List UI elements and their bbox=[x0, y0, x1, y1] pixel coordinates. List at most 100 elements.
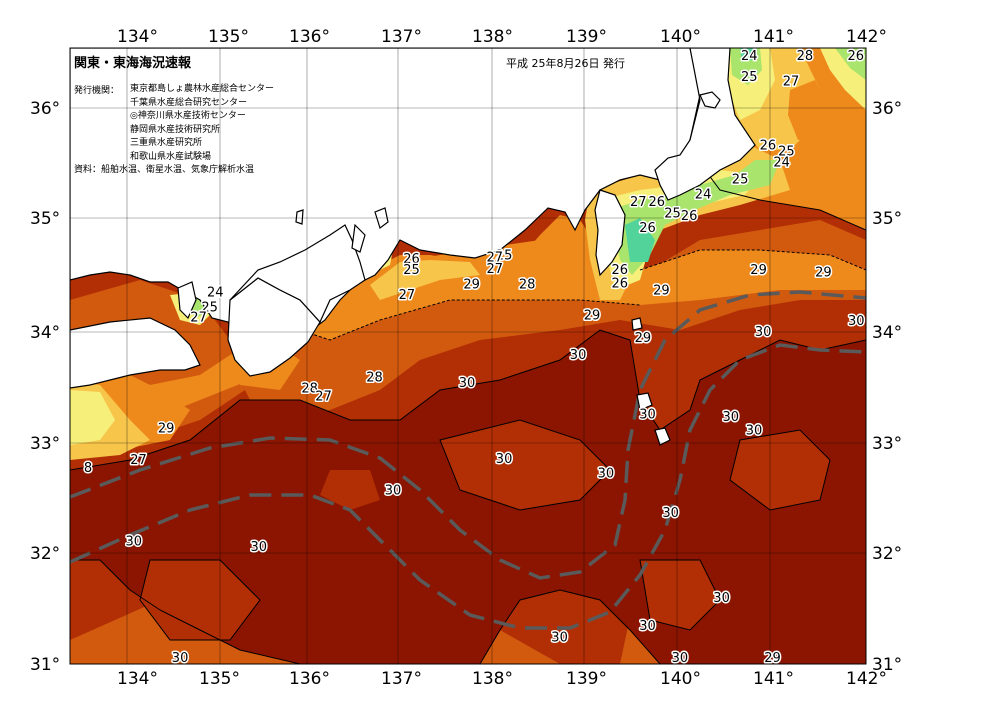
lon-tick: 139° bbox=[566, 27, 607, 47]
isotherm-label: 27 bbox=[130, 453, 147, 468]
isotherm-label: 28 bbox=[797, 49, 814, 64]
isotherm-label: 24 bbox=[741, 49, 758, 64]
kuroshio-axis bbox=[70, 290, 866, 630]
land-shikoku bbox=[70, 317, 201, 389]
lat-ticks-left: 36° 35° 34° 33° 32° 31° bbox=[30, 99, 60, 675]
isotherm-label: 27 bbox=[783, 74, 800, 89]
sea-zone-29 bbox=[320, 470, 380, 510]
isotherm-label: 26 bbox=[612, 277, 629, 292]
sea-zone-24 bbox=[730, 48, 762, 85]
sea-zone-24 bbox=[835, 48, 866, 80]
sea-zone-29 bbox=[140, 560, 260, 640]
lon-tick: 140° bbox=[660, 27, 701, 47]
lat-tick: 35° bbox=[30, 209, 60, 229]
isotherm-label: 28 bbox=[519, 278, 536, 293]
land-kasumigaura bbox=[699, 91, 721, 109]
lat-tick: 36° bbox=[30, 99, 60, 119]
isotherm-line bbox=[439, 419, 611, 511]
isotherm-line bbox=[479, 589, 661, 664]
lon-tick: 136° bbox=[289, 27, 330, 47]
lat-tick: 31° bbox=[30, 655, 60, 675]
isotherm-label: 29 bbox=[635, 331, 652, 346]
isotherm-label: 29 bbox=[584, 308, 601, 323]
isotherm-label: 30 bbox=[496, 452, 513, 467]
isotherm-label: 30 bbox=[672, 651, 689, 666]
isotherm-label: 30 bbox=[713, 591, 730, 606]
isotherm-label: 30 bbox=[551, 630, 568, 645]
isotherm-label: 25 bbox=[201, 300, 218, 315]
lat-tick: 34° bbox=[872, 323, 902, 343]
isotherm-line bbox=[70, 559, 301, 664]
isotherm-label: 24 bbox=[695, 187, 712, 202]
land-boso-peninsula bbox=[654, 48, 756, 201]
graticule bbox=[70, 48, 866, 664]
lon-tick: 134° bbox=[117, 27, 158, 47]
lon-tick: 137° bbox=[381, 669, 422, 689]
lon-tick: 141° bbox=[753, 669, 794, 689]
isotherm-label: 27 bbox=[487, 251, 504, 266]
lon-tick: 136° bbox=[289, 669, 330, 689]
land-small-island bbox=[295, 209, 304, 225]
lon-tick: 142° bbox=[846, 27, 887, 47]
isotherm-label: 24 bbox=[773, 156, 790, 171]
isotherm-label: 29 bbox=[158, 421, 175, 436]
isotherm-label: 27 bbox=[190, 311, 207, 326]
isotherm-label: 25 bbox=[732, 173, 749, 188]
isotherm-label: 26 bbox=[612, 263, 629, 278]
isotherm-label: 30 bbox=[662, 506, 679, 521]
isotherm-label: 24 bbox=[207, 286, 224, 301]
sea-zone-29 bbox=[640, 560, 720, 630]
sea-zone-23 bbox=[740, 48, 755, 62]
isotherm-label: 26 bbox=[639, 221, 656, 236]
lat-tick: 34° bbox=[30, 323, 60, 343]
isotherm-label: 26 bbox=[403, 252, 420, 267]
isotherm-label: 25 bbox=[778, 144, 795, 159]
lon-ticks-bottom: 134° 135° 136° 137° 138° 139° 140° 141° … bbox=[117, 669, 887, 689]
isotherm-label: 30 bbox=[746, 424, 763, 439]
lat-tick: 32° bbox=[30, 544, 60, 564]
isotherm-label: 30 bbox=[639, 408, 656, 423]
lon-tick: 135° bbox=[208, 27, 249, 47]
sea-zone-29 bbox=[730, 430, 830, 510]
isotherm-label: 30 bbox=[723, 410, 740, 425]
sea-zone-23 bbox=[625, 218, 655, 262]
lat-tick: 31° bbox=[872, 655, 902, 675]
isotherm-label: 30 bbox=[755, 325, 772, 340]
map-frame bbox=[69, 47, 867, 665]
land-ise-bay-shore bbox=[351, 223, 366, 253]
kuroshio-axis-line bbox=[70, 343, 866, 630]
isotherm-label: 28 bbox=[301, 382, 318, 397]
isotherm-label: 29 bbox=[764, 651, 781, 666]
isotherm-label: 27 bbox=[399, 288, 416, 303]
isotherm-label: 30 bbox=[251, 540, 268, 555]
isotherm-label: 25 bbox=[664, 207, 681, 222]
isotherm-line bbox=[639, 249, 866, 271]
sea-zone-29 bbox=[440, 420, 610, 510]
isotherm-label: 26 bbox=[760, 139, 777, 154]
lat-tick: 33° bbox=[872, 434, 902, 454]
lat-tick: 32° bbox=[872, 544, 902, 564]
isotherm-label: 29 bbox=[750, 263, 767, 278]
land-miyake bbox=[636, 392, 653, 411]
isotherm-label: 30 bbox=[639, 619, 656, 634]
kuroshio-axis-line bbox=[70, 290, 866, 580]
lon-tick: 142° bbox=[846, 669, 887, 689]
isotherm-line bbox=[70, 329, 866, 471]
lon-tick: 141° bbox=[753, 27, 794, 47]
land-honshu bbox=[70, 48, 701, 346]
isotherm-label: 25 bbox=[496, 248, 513, 263]
lon-tick: 137° bbox=[381, 27, 422, 47]
lon-tick: 134° bbox=[117, 669, 158, 689]
land-oshima bbox=[631, 317, 643, 331]
land-hachijo bbox=[654, 427, 671, 446]
lat-tick: 33° bbox=[30, 434, 60, 454]
lon-tick: 135° bbox=[199, 669, 240, 689]
sea-zone-26 bbox=[370, 260, 480, 300]
isotherm-label: 27 bbox=[315, 390, 332, 405]
isotherm-label: 28 bbox=[366, 370, 383, 385]
isotherm-label: 26 bbox=[649, 195, 666, 210]
isotherm-label: 25 bbox=[403, 263, 420, 278]
isotherm-label: 29 bbox=[815, 265, 832, 280]
